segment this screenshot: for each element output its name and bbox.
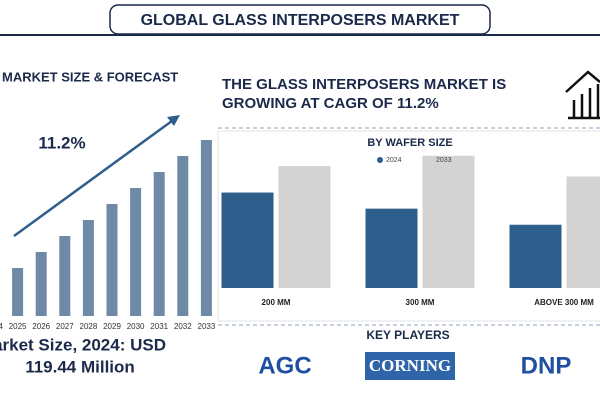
key-players-title: KEY PLAYERS bbox=[366, 328, 449, 342]
company-logo: AGC bbox=[258, 352, 311, 379]
bar bbox=[422, 155, 475, 288]
x-tick-label: ABOVE 300 MM bbox=[534, 298, 594, 307]
legend-swatch bbox=[377, 157, 383, 163]
left-title: MARKET SIZE & FORECAST bbox=[2, 69, 178, 84]
x-tick-label: 2030 bbox=[127, 322, 145, 331]
x-tick-label: 2032 bbox=[174, 322, 192, 331]
x-tick-label: 2026 bbox=[32, 322, 50, 331]
legend-label: 2024 bbox=[386, 157, 402, 164]
page-title: GLOBAL GLASS INTERPOSERS MARKET bbox=[141, 12, 460, 29]
bar bbox=[153, 172, 165, 316]
bar bbox=[59, 236, 71, 316]
x-tick-label: 2028 bbox=[80, 322, 98, 331]
headline: THE GLASS INTERPOSERS MARKET IS bbox=[222, 76, 506, 93]
bar bbox=[130, 188, 142, 316]
bar bbox=[177, 156, 189, 316]
x-tick-label: 300 MM bbox=[406, 298, 435, 307]
bar bbox=[365, 208, 418, 288]
x-tick-label: 200 MM bbox=[262, 298, 291, 307]
x-tick-label: 2033 bbox=[198, 322, 216, 331]
x-tick-label: 2029 bbox=[103, 322, 121, 331]
company-logo: CORNING bbox=[369, 356, 451, 375]
x-tick-label: 2025 bbox=[9, 322, 27, 331]
headline: GROWING AT CAGR OF 11.2% bbox=[222, 95, 439, 112]
growth-arrow bbox=[13, 116, 177, 238]
bar bbox=[566, 176, 600, 288]
market-size-value: 119.44 Million bbox=[25, 357, 135, 376]
market-size-label: Market Size, 2024: USD bbox=[0, 335, 166, 354]
legend-label: 2033 bbox=[436, 157, 452, 164]
bar bbox=[278, 166, 331, 288]
arrow-head bbox=[167, 115, 180, 126]
logo-box bbox=[365, 352, 455, 380]
right-title: BY WAFER SIZE bbox=[367, 137, 452, 149]
bar bbox=[509, 224, 562, 288]
bar bbox=[200, 140, 212, 316]
x-tick-label: 2024 bbox=[0, 322, 3, 331]
legend-swatch bbox=[427, 157, 433, 163]
bar bbox=[12, 268, 24, 316]
bar bbox=[35, 252, 47, 316]
x-tick-label: 2027 bbox=[56, 322, 74, 331]
bar bbox=[82, 220, 94, 316]
cagr-annotation: 11.2% bbox=[38, 133, 85, 152]
company-logo: DNP bbox=[521, 352, 572, 379]
bar bbox=[106, 204, 118, 316]
x-tick-label: 2031 bbox=[150, 322, 168, 331]
bar bbox=[221, 192, 274, 288]
growth-icon bbox=[565, 70, 600, 120]
